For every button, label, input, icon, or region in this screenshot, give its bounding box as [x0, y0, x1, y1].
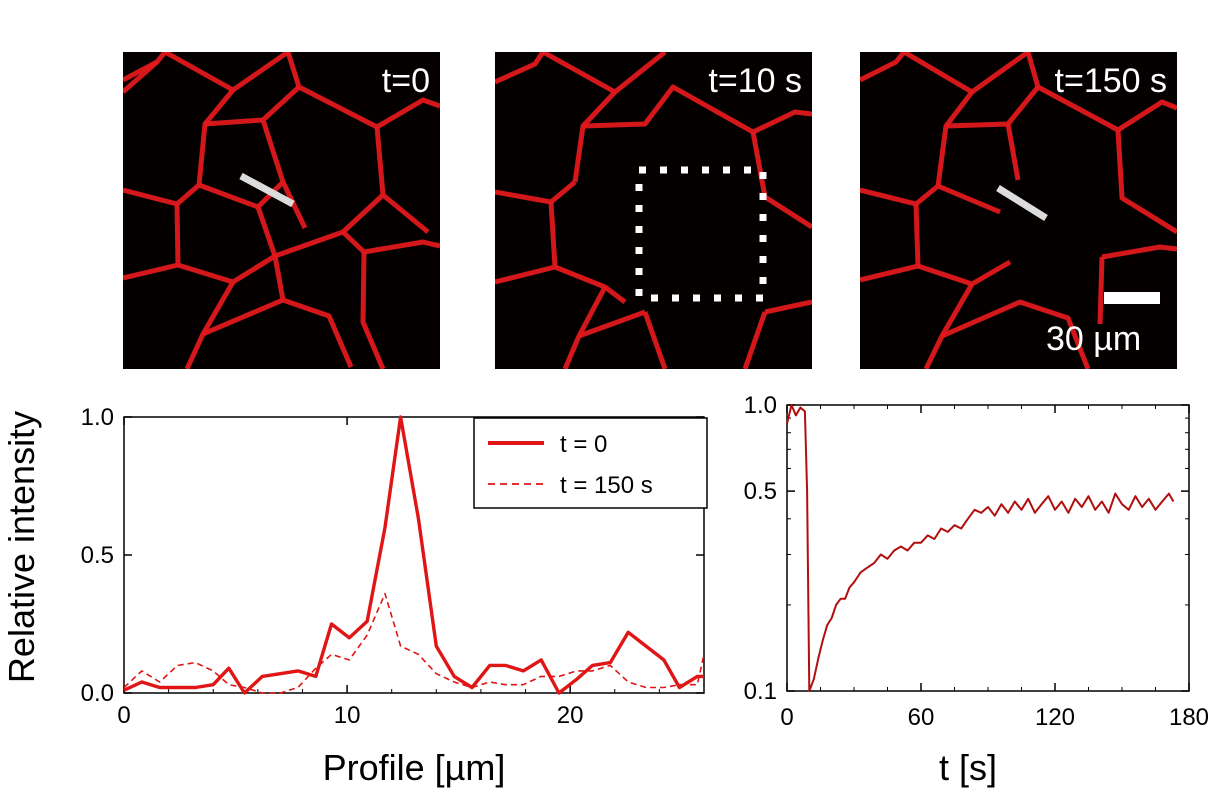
axis-ticks: 0 10 20 0.0 0.5 1.0	[81, 404, 704, 729]
x-tick-label: 0	[117, 702, 130, 729]
y-tick-label: 1.0	[744, 392, 777, 419]
time-label: t=10 s	[708, 62, 802, 100]
x-tick-label: 20	[557, 702, 584, 729]
scale-bar	[1104, 292, 1160, 304]
x-tick-label: 10	[334, 702, 361, 729]
y-tick-label: 0.5	[81, 542, 114, 569]
cell-membrane	[582, 84, 812, 135]
recovery-series-line	[786, 404, 1175, 692]
x-tick-label: 120	[1035, 704, 1075, 731]
axis-ticks: 0 60 120 180 0.1 0.5 1.0	[744, 392, 1209, 731]
legend-entry: t = 150 s	[560, 472, 653, 499]
cell-membrane	[1005, 123, 1021, 181]
profile-line	[239, 172, 295, 208]
cell-membrane	[341, 230, 440, 255]
series-lines	[786, 404, 1175, 692]
cell-membrane	[255, 206, 278, 257]
cell-membrane	[360, 251, 386, 369]
cell-membrane	[1025, 52, 1177, 133]
cell-membrane	[260, 85, 308, 230]
legend: t = 0 t = 150 s	[473, 417, 708, 509]
y-tick-label: 0.1	[744, 678, 777, 705]
legend-entry: t = 0	[560, 431, 607, 458]
cell-membrane	[1101, 244, 1177, 260]
profile-line	[996, 185, 1048, 221]
x-tick-label: 60	[908, 704, 935, 731]
series-line-t150	[123, 592, 705, 694]
plot-frame	[786, 404, 1190, 692]
cell-membrane	[764, 299, 812, 315]
microscopy-frame-t150: t=150 s 30 µm	[860, 52, 1177, 369]
x-tick-label: 180	[1169, 704, 1209, 731]
cell-membrane	[941, 299, 1091, 369]
cell-membrane	[123, 60, 159, 94]
cell-membrane	[742, 311, 768, 369]
x-axis-label: t [s]	[939, 747, 997, 788]
y-tick-label: 0.0	[81, 680, 114, 707]
series-line-t0	[123, 415, 704, 695]
cell-membrane	[202, 297, 284, 337]
y-tick-label: 1.0	[81, 404, 114, 431]
cell-membrane	[860, 52, 906, 83]
y-tick-label: 0.5	[744, 478, 777, 505]
profile-chart: 0 10 20 0.0 0.5 1.0 Profile [µm] Relative int…	[1, 404, 708, 788]
microscopy-frame-t0: t=0	[123, 52, 440, 369]
cell-membrane	[204, 117, 264, 127]
cell-membrane-network	[860, 52, 1177, 369]
legend-box	[473, 417, 708, 509]
cell-membrane	[1097, 256, 1105, 325]
cell-membrane	[937, 183, 1001, 215]
cell-membrane	[642, 311, 668, 369]
cell-membrane	[272, 255, 354, 368]
y-axis-label: Relative intensity	[1, 411, 42, 683]
microscopy-frame-t10: t=10 s	[495, 52, 812, 369]
x-axis-label: Profile [µm]	[323, 747, 506, 788]
cell-membrane	[495, 52, 546, 85]
scale-bar-label: 30 µm	[1046, 320, 1142, 358]
series-lines	[123, 415, 705, 695]
cell-membrane	[578, 309, 646, 339]
cell-membrane	[1115, 129, 1177, 235]
time-label: t=150 s	[1054, 62, 1167, 100]
recovery-chart: 0 60 120 180 0.1 0.5 1.0 t [s]	[744, 392, 1209, 788]
time-label: t=0	[381, 62, 430, 100]
x-tick-label: 0	[780, 704, 793, 731]
